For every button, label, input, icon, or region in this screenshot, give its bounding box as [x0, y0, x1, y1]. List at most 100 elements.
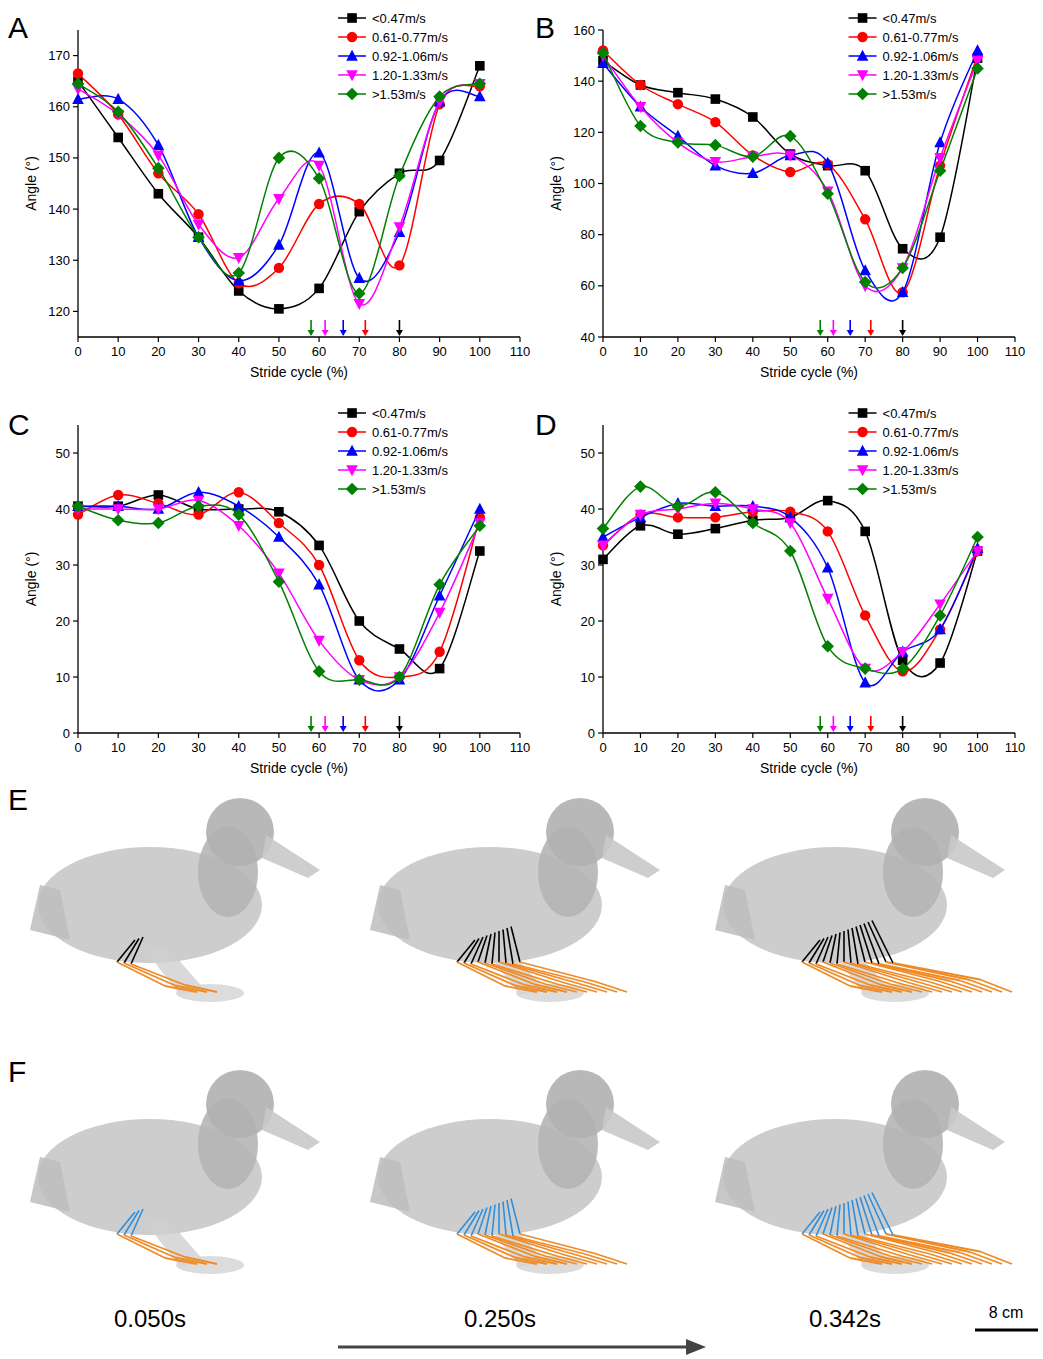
marker: [193, 220, 205, 231]
marker: [152, 162, 165, 175]
series-line: [603, 503, 978, 686]
x-tick-label: 90: [432, 740, 446, 755]
x-tick-label: 110: [1005, 344, 1026, 359]
x-tick-label: 60: [312, 740, 326, 755]
x-tick-label: 100: [469, 344, 491, 359]
legend: <0.47m/s0.61-0.77m/s0.92-1.06m/s1.20-1.3…: [338, 11, 448, 102]
stick-segment: [131, 1236, 185, 1257]
toe-off-arrow: [362, 320, 369, 336]
x-tick: [677, 733, 678, 738]
x-tick: [1014, 337, 1015, 342]
marker: [73, 68, 83, 78]
marker: [860, 610, 870, 620]
stick-segment: [478, 962, 535, 985]
toe-off-arrow: [867, 320, 874, 336]
marker: [435, 664, 445, 674]
x-axis: [78, 732, 520, 733]
legend-label: >1.53m/s: [883, 482, 937, 497]
marker: [347, 427, 357, 437]
marker: [709, 139, 722, 152]
marker: [193, 209, 203, 219]
y-tick-label: 100: [573, 176, 595, 191]
x-tick: [902, 337, 903, 342]
x-tick-label: 20: [671, 740, 685, 755]
marker: [274, 518, 284, 528]
stick-segment: [492, 1205, 495, 1237]
duck-tail: [715, 1157, 755, 1212]
marker: [313, 636, 325, 647]
x-tick: [359, 337, 360, 342]
x-tick-label: 10: [111, 344, 125, 359]
arrow-head: [340, 726, 347, 732]
duck-foot: [861, 1256, 929, 1274]
marker: [234, 487, 244, 497]
marker: [274, 304, 284, 314]
marker: [597, 541, 609, 552]
stick-segment: [823, 962, 880, 985]
stick-segment: [595, 982, 627, 993]
marker: [859, 662, 872, 675]
x-tick-label: 0: [599, 344, 606, 359]
marker: [233, 521, 245, 532]
stick-segment: [513, 1236, 585, 1254]
series-line: [603, 500, 978, 676]
series-line: [78, 492, 480, 691]
marker: [434, 608, 446, 619]
marker: [821, 187, 834, 200]
arrow-shaft: [324, 320, 326, 331]
marker: [897, 647, 909, 658]
marker: [112, 504, 124, 515]
series-line: [78, 84, 480, 305]
series-line: [603, 58, 978, 259]
stick-segment: [830, 1206, 836, 1235]
marker: [346, 50, 358, 61]
marker: [635, 80, 645, 90]
arrow-head: [322, 330, 329, 336]
panel-letter: D: [535, 408, 557, 441]
x-axis-title: Stride cycle (%): [760, 760, 858, 776]
y-tick-label: 160: [48, 99, 70, 114]
x-tick: [399, 733, 400, 738]
arrow-shaft: [399, 320, 401, 331]
arrow-shaft: [819, 320, 821, 331]
marker: [353, 272, 365, 283]
marker: [475, 546, 485, 556]
arrow-shaft: [902, 320, 904, 331]
time-arrow: [338, 1346, 690, 1349]
x-tick: [158, 337, 159, 342]
marker: [393, 671, 406, 684]
y-axis: [77, 425, 78, 733]
y-tick: [598, 285, 603, 286]
duck-foot: [176, 1256, 244, 1274]
y-tick: [598, 336, 603, 337]
arrow-shaft: [819, 716, 821, 727]
time-arrow-head: [686, 1339, 706, 1355]
x-tick: [439, 733, 440, 738]
marker: [354, 616, 364, 626]
marker: [154, 189, 164, 199]
marker: [971, 62, 984, 75]
x-tick: [439, 337, 440, 342]
stick-segment: [485, 1206, 491, 1235]
y-tick-label: 140: [48, 202, 70, 217]
marker: [113, 490, 123, 500]
arrow-shaft: [870, 320, 872, 331]
legend: <0.47m/s0.61-0.77m/s0.92-1.06m/s1.20-1.3…: [338, 406, 448, 497]
y-tick: [73, 106, 78, 107]
arrow-head: [899, 330, 906, 336]
toe-off-arrow: [322, 320, 329, 336]
x-tick: [77, 733, 78, 738]
marker: [971, 531, 984, 544]
marker: [273, 152, 286, 165]
legend-label: 0.61-0.77m/s: [883, 30, 959, 45]
arrow-head: [847, 726, 854, 732]
x-tick-label: 80: [895, 740, 909, 755]
marker: [347, 13, 357, 23]
legend-label: 1.20-1.33m/s: [883, 463, 959, 478]
stick-segment: [872, 1193, 893, 1236]
chart: D010203040500102030405060708090100110Str…: [535, 406, 1025, 777]
arrow-head: [308, 726, 315, 732]
marker: [635, 510, 647, 521]
marker: [972, 546, 984, 557]
stick-segment: [185, 1257, 217, 1264]
